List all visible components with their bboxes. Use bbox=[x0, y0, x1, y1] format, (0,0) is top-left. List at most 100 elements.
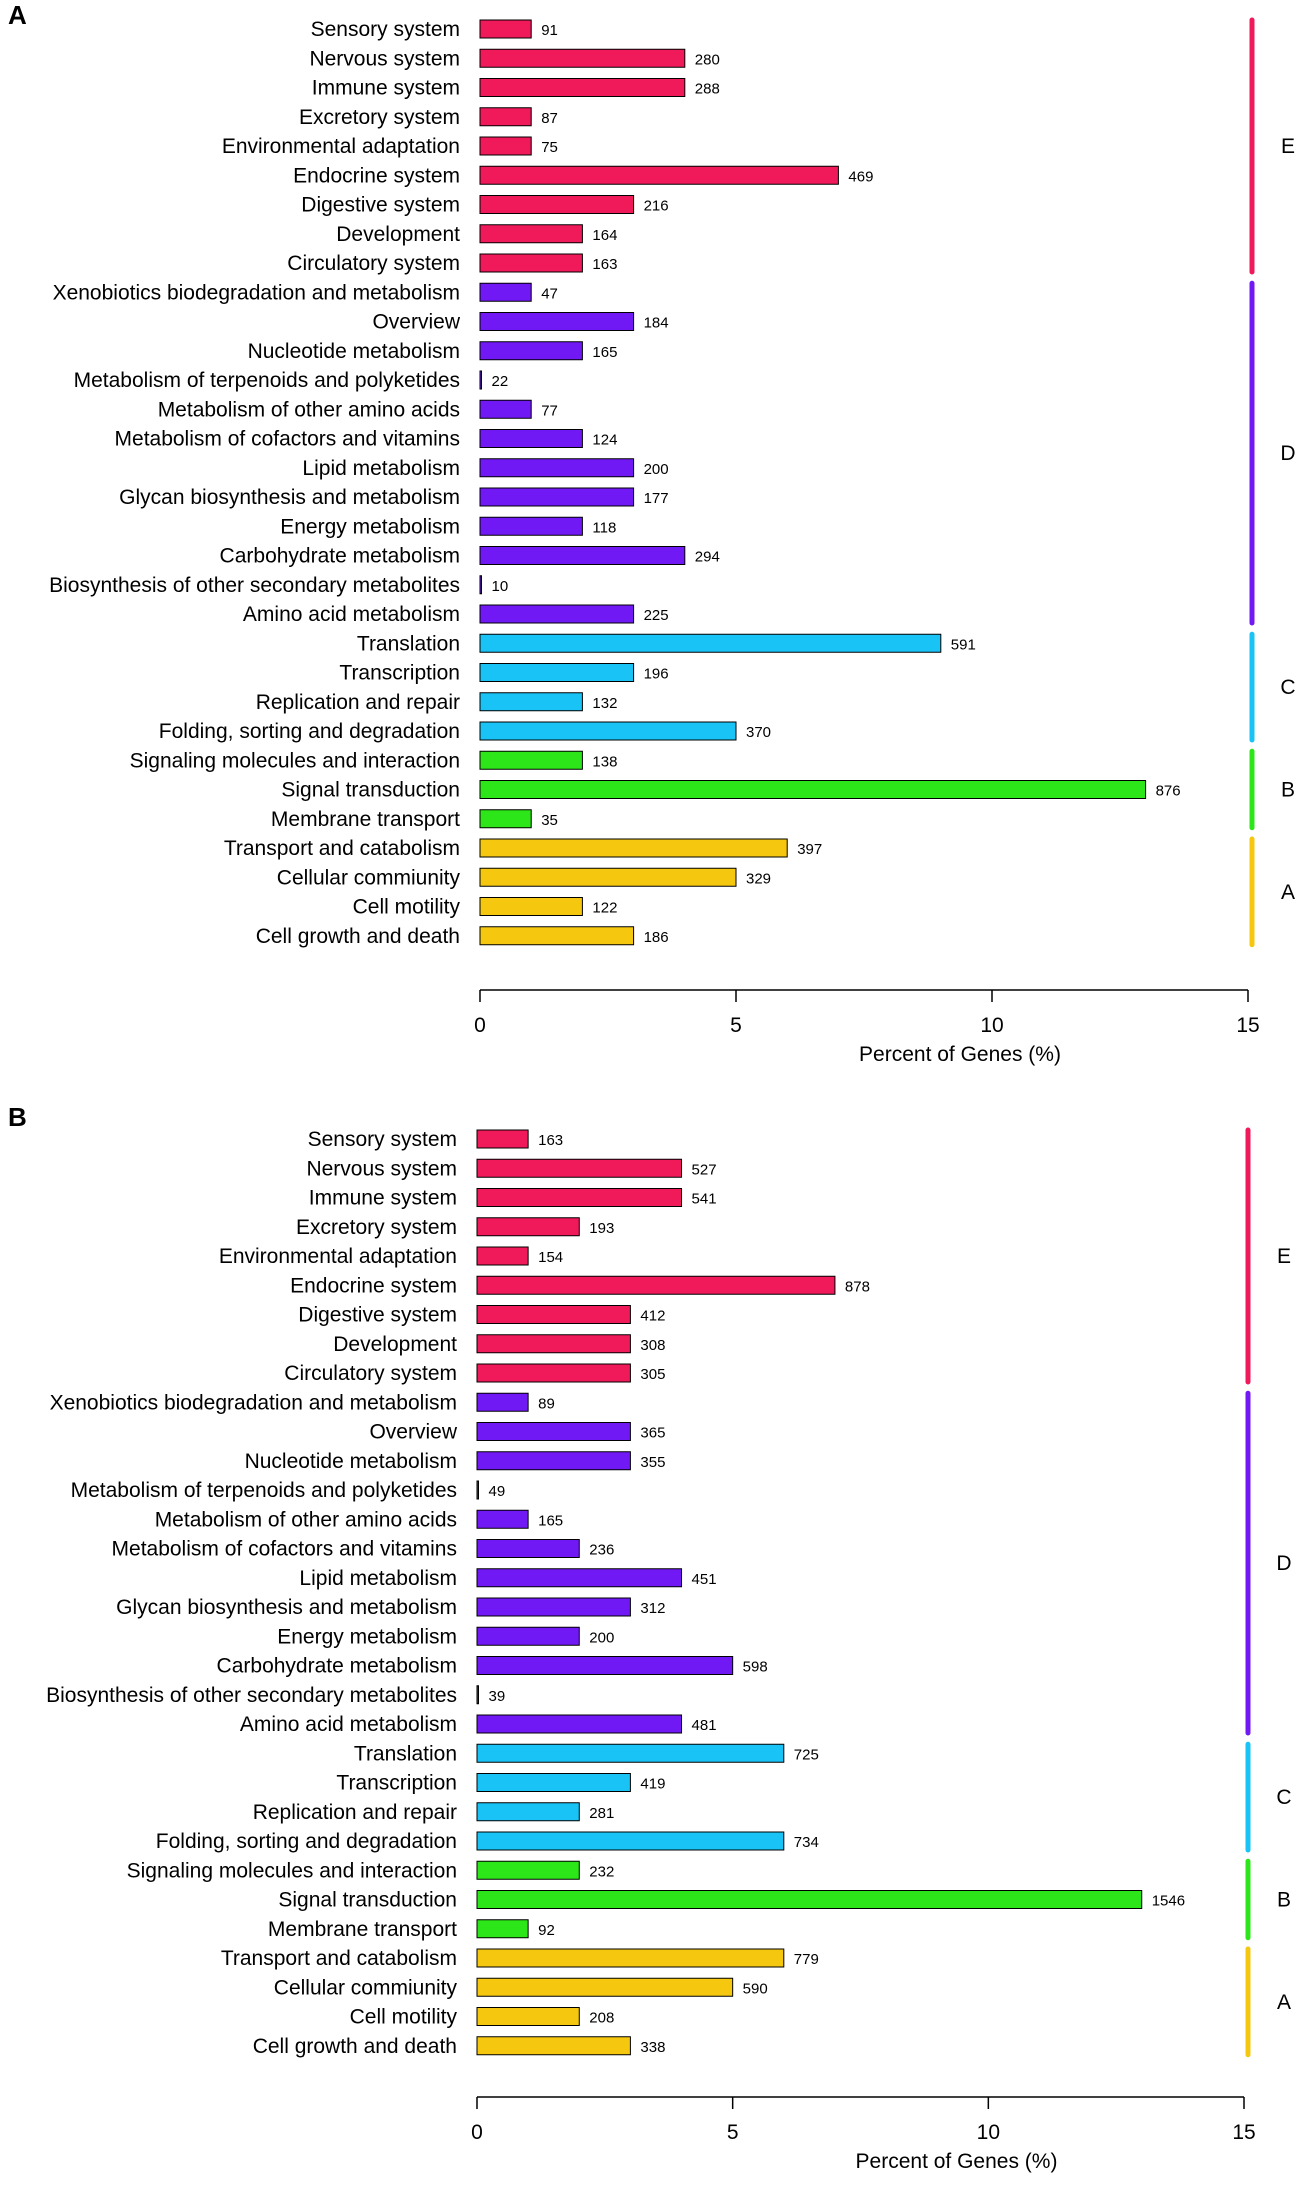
bar bbox=[476, 1890, 1143, 1909]
category-label: Glycan biosynthesis and metabolism bbox=[119, 486, 460, 509]
count-label: 87 bbox=[541, 110, 558, 127]
category-label: Amino acid metabolism bbox=[240, 1713, 457, 1736]
count-label: 177 bbox=[644, 490, 669, 507]
group-label: E bbox=[1281, 135, 1295, 158]
category-label: Nervous system bbox=[309, 47, 460, 70]
bar bbox=[476, 1158, 683, 1178]
bar bbox=[476, 1275, 836, 1295]
count-label: 92 bbox=[538, 1922, 555, 1939]
count-label: 876 bbox=[1156, 783, 1181, 800]
bar bbox=[479, 165, 839, 185]
category-label: Cellular commiunity bbox=[274, 1976, 458, 1999]
count-label: 22 bbox=[492, 373, 509, 390]
category-label: Lipid metabolism bbox=[299, 1567, 457, 1590]
count-label: 208 bbox=[589, 2010, 614, 2027]
bar bbox=[479, 107, 532, 127]
category-label: Transcription bbox=[336, 1772, 457, 1795]
count-label: 312 bbox=[640, 1600, 665, 1617]
category-label: Carbohydrate metabolism bbox=[220, 545, 460, 568]
bar bbox=[476, 1246, 529, 1266]
bar bbox=[479, 224, 583, 244]
count-label: 590 bbox=[743, 1980, 768, 1997]
bar bbox=[479, 399, 532, 419]
bar bbox=[479, 48, 686, 68]
count-label: 47 bbox=[541, 285, 558, 302]
count-label: 294 bbox=[695, 549, 720, 566]
bar bbox=[476, 1773, 631, 1792]
count-label: 154 bbox=[538, 1249, 563, 1266]
count-label: 412 bbox=[640, 1308, 665, 1325]
count-label: 451 bbox=[692, 1571, 717, 1588]
bar bbox=[479, 458, 635, 478]
bar bbox=[476, 1919, 529, 1939]
bar bbox=[476, 1948, 785, 1968]
category-label: Nucleotide metabolism bbox=[248, 340, 460, 363]
category-label: Energy metabolism bbox=[277, 1625, 457, 1648]
count-label: 419 bbox=[640, 1776, 665, 1793]
x-axis-label: Percent of Genes (%) bbox=[859, 1043, 1061, 1066]
bar bbox=[476, 2007, 580, 2026]
category-label: Circulatory system bbox=[287, 252, 460, 275]
category-label: Immune system bbox=[312, 77, 460, 100]
category-label: Excretory system bbox=[296, 1216, 457, 1239]
bar bbox=[476, 1363, 631, 1383]
count-label: 39 bbox=[489, 1688, 506, 1705]
bar bbox=[476, 1480, 479, 1500]
group-label: D bbox=[1280, 442, 1295, 465]
count-label: 118 bbox=[592, 519, 616, 536]
category-label: Signaling molecules and interaction bbox=[130, 749, 460, 772]
count-label: 216 bbox=[644, 198, 669, 215]
category-label: Glycan biosynthesis and metabolism bbox=[116, 1596, 457, 1619]
count-label: 725 bbox=[794, 1746, 819, 1763]
category-label: Translation bbox=[354, 1742, 457, 1765]
group-label: A bbox=[1277, 1991, 1291, 2014]
count-label: 469 bbox=[848, 168, 873, 185]
bar bbox=[479, 487, 635, 507]
bar bbox=[476, 1977, 734, 1997]
chart-panel-a: A Sensory system 91 Nervous system 280 Immun… bbox=[0, 0, 1299, 1092]
category-label: Development bbox=[336, 223, 460, 246]
count-label: 280 bbox=[695, 51, 720, 68]
bar bbox=[476, 1860, 580, 1880]
bar bbox=[476, 1626, 580, 1646]
category-label: Biosynthesis of other secondary metaboli… bbox=[46, 1684, 457, 1707]
count-label: 308 bbox=[640, 1337, 665, 1354]
category-label: Environmental adaptation bbox=[219, 1245, 457, 1268]
category-label: Nervous system bbox=[306, 1157, 457, 1180]
category-label: Lipid metabolism bbox=[302, 457, 460, 480]
category-label: Development bbox=[333, 1333, 457, 1356]
category-label: Cell motility bbox=[353, 896, 461, 919]
panel-label: A bbox=[8, 0, 27, 30]
bar bbox=[479, 867, 737, 887]
count-label: 163 bbox=[538, 1132, 563, 1149]
x-tick-label: 15 bbox=[1236, 1014, 1259, 1037]
bar bbox=[479, 282, 532, 302]
bar bbox=[479, 897, 583, 916]
bar bbox=[476, 1217, 580, 1237]
bar bbox=[476, 1831, 785, 1851]
count-label: 236 bbox=[589, 1542, 614, 1559]
group-label: C bbox=[1276, 1786, 1291, 1809]
x-tick-label: 5 bbox=[727, 2121, 739, 2144]
category-label: Cell growth and death bbox=[256, 925, 460, 948]
bar bbox=[479, 780, 1147, 799]
bar bbox=[479, 370, 482, 390]
bar bbox=[476, 2036, 631, 2056]
category-label: Metabolism of terpenoids and polyketides bbox=[71, 1479, 457, 1502]
count-label: 49 bbox=[489, 1483, 506, 1500]
count-label: 186 bbox=[644, 929, 669, 946]
category-label: Signaling molecules and interaction bbox=[127, 1859, 457, 1882]
category-label: Energy metabolism bbox=[280, 515, 460, 538]
count-label: 878 bbox=[845, 1278, 870, 1295]
category-label: Environmental adaptation bbox=[222, 135, 460, 158]
count-label: 35 bbox=[541, 812, 558, 829]
group-label: C bbox=[1280, 676, 1295, 699]
bar bbox=[479, 516, 583, 536]
category-label: Replication and repair bbox=[253, 1801, 457, 1824]
x-tick-label: 10 bbox=[980, 1014, 1003, 1037]
category-label: Signal transduction bbox=[281, 779, 460, 802]
category-label: Biosynthesis of other secondary metaboli… bbox=[49, 574, 460, 597]
bar bbox=[479, 721, 737, 741]
x-axis-label: Percent of Genes (%) bbox=[856, 2150, 1058, 2173]
category-label: Transport and catabolism bbox=[221, 1947, 457, 1970]
